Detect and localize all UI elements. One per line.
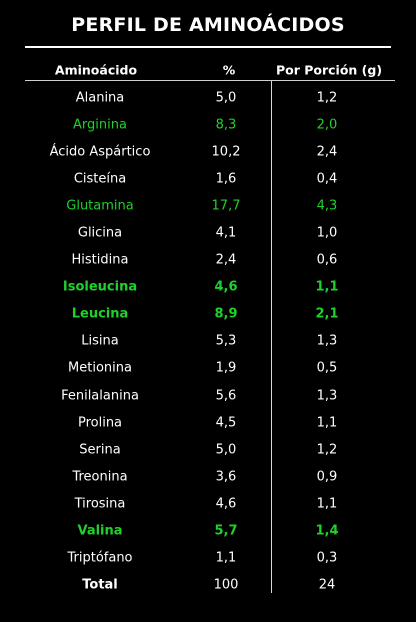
aminoacid-portion: 0,4 [316, 171, 338, 187]
aminoacid-percent: 8,3 [215, 117, 237, 133]
aminoacid-name: Arginina [73, 117, 127, 133]
total-label: Total [82, 577, 118, 593]
aminoacid-percent: 5,7 [214, 523, 238, 539]
aminoacid-name: Fenilalanina [61, 388, 139, 404]
total-row: Total 100 24 [0, 572, 416, 599]
aminoacid-percent: 4,6 [215, 496, 237, 512]
aminoacid-percent: 1,9 [215, 360, 237, 376]
table-row: Glutamina 17,7 4,3 [0, 192, 416, 219]
aminoacid-name: Triptófano [67, 550, 133, 566]
aminoacid-portion: 2,4 [316, 144, 338, 160]
aminoacid-percent: 2,4 [215, 252, 237, 268]
aminoacid-name: Glutamina [66, 198, 134, 214]
aminoacid-portion: 1,1 [316, 415, 338, 431]
aminoacid-percent: 1,1 [215, 550, 237, 566]
table-row: Glicina 4,1 1,0 [0, 219, 416, 246]
aminoacid-portion: 1,4 [315, 523, 339, 539]
aminoacid-portion: 1,2 [316, 442, 338, 458]
aminoacid-name: Treonina [72, 469, 128, 485]
aminoacid-percent: 5,3 [215, 333, 237, 349]
aminoacid-percent: 3,6 [215, 469, 237, 485]
aminoacid-percent: 10,2 [211, 144, 241, 160]
aminoacid-percent: 1,6 [215, 171, 237, 187]
table-row: Tirosina 4,6 1,1 [0, 490, 416, 517]
aminoacid-name: Isoleucina [62, 279, 138, 295]
header-percent: % [222, 62, 236, 78]
table-header: Aminoácido % Por Porción (g) [0, 61, 416, 79]
table-row: Alanina 5,0 1,2 [0, 84, 416, 111]
aminoacid-portion: 1,1 [316, 496, 338, 512]
table-body: Alanina 5,0 1,2 Arginina 8,3 2,0 Ácido Aspár… [0, 84, 416, 599]
aminoacid-portion: 1,2 [316, 90, 338, 106]
header-divider [25, 80, 395, 81]
aminoacid-name: Leucina [71, 306, 129, 322]
table-row: Isoleucina 4,6 1,1 [0, 274, 416, 301]
table-row: Triptófano 1,1 0,3 [0, 545, 416, 572]
header-portion: Por Porción (g) [275, 62, 383, 78]
aminoacid-portion: 1,0 [316, 225, 338, 241]
table-row: Treonina 3,6 0,9 [0, 463, 416, 490]
table-row: Prolina 4,5 1,1 [0, 409, 416, 436]
total-portion: 24 [318, 577, 336, 593]
aminoacid-percent: 4,6 [214, 279, 238, 295]
aminoacid-percent: 5,6 [215, 388, 237, 404]
aminoacid-portion: 0,3 [316, 550, 338, 566]
table-row: Serina 5,0 1,2 [0, 436, 416, 463]
aminoacid-name: Glicina [77, 225, 123, 241]
page-title: PERFIL DE AMINOÁCIDOS [71, 14, 345, 36]
aminoacid-name: Metionina [68, 360, 132, 376]
table-row: Valina 5,7 1,4 [0, 518, 416, 545]
aminoacid-name: Lisina [81, 333, 119, 349]
table-row: Lisina 5,3 1,3 [0, 328, 416, 355]
title-divider [25, 46, 391, 48]
aminoacid-percent: 4,5 [215, 415, 237, 431]
aminoacid-portion: 2,1 [315, 306, 339, 322]
column-divider [271, 81, 272, 593]
aminoacid-portion: 1,1 [315, 279, 339, 295]
aminoacid-portion: 4,3 [316, 198, 338, 214]
aminoacid-name: Cisteína [73, 171, 127, 187]
table-row: Arginina 8,3 2,0 [0, 111, 416, 138]
aminoacid-name: Valina [77, 523, 123, 539]
aminoacid-portion: 1,3 [316, 388, 338, 404]
aminoacid-portion: 2,0 [316, 117, 338, 133]
aminoacid-percent: 5,0 [215, 442, 237, 458]
aminoacid-percent: 5,0 [215, 90, 237, 106]
aminoacid-portion: 1,3 [316, 333, 338, 349]
aminoacid-percent: 17,7 [211, 198, 241, 214]
aminoacid-name: Tirosina [74, 496, 126, 512]
aminoacid-percent: 8,9 [214, 306, 238, 322]
aminoacid-name: Alanina [75, 90, 125, 106]
aminoacid-name: Ácido Aspártico [49, 144, 151, 160]
table-row: Fenilalanina 5,6 1,3 [0, 382, 416, 409]
aminoacid-name: Histidina [71, 252, 129, 268]
table-row: Cisteína 1,6 0,4 [0, 165, 416, 192]
aminoacid-name: Prolina [77, 415, 123, 431]
table-row: Metionina 1,9 0,5 [0, 355, 416, 382]
table-row: Histidina 2,4 0,6 [0, 247, 416, 274]
aminoacid-portion: 0,9 [316, 469, 338, 485]
aminoacid-name: Serina [79, 442, 121, 458]
aminoacid-portion: 0,5 [316, 360, 338, 376]
aminoacid-portion: 0,6 [316, 252, 338, 268]
table-row: Ácido Aspártico 10,2 2,4 [0, 138, 416, 165]
aminoacid-percent: 4,1 [215, 225, 237, 241]
table-row: Leucina 8,9 2,1 [0, 301, 416, 328]
total-percent: 100 [213, 577, 239, 593]
header-aminoacid: Aminoácido [54, 62, 138, 78]
